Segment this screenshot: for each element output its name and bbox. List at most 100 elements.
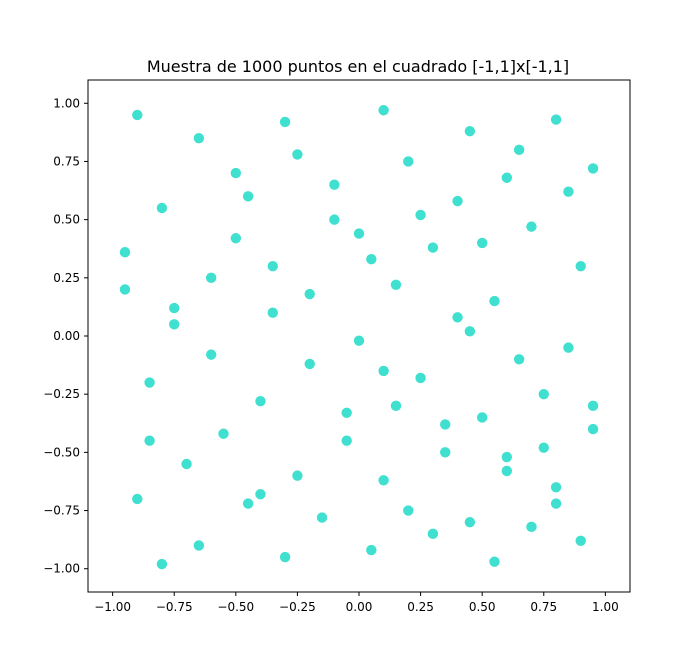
data-point: [242, 191, 254, 202]
data-point: [501, 172, 513, 183]
data-point: [587, 400, 599, 412]
data-point: [550, 482, 562, 493]
data-point: [415, 209, 426, 221]
data-point: [587, 163, 599, 174]
y-tick-label: 0.75: [53, 154, 80, 168]
data-point: [169, 302, 180, 314]
data-point: [403, 156, 414, 167]
data-point: [132, 109, 143, 121]
data-point: [329, 179, 340, 190]
data-point: [513, 144, 525, 156]
y-tick-label: −0.25: [43, 387, 80, 401]
data-point: [255, 489, 266, 500]
x-tick-label: −0.75: [156, 600, 193, 614]
data-point: [390, 279, 402, 290]
data-point: [279, 551, 291, 563]
data-point: [119, 284, 131, 295]
data-point: [464, 516, 476, 528]
data-point: [489, 295, 500, 307]
data-point: [489, 556, 500, 567]
data-point: [205, 272, 217, 284]
data-point: [587, 423, 599, 435]
data-point: [255, 395, 266, 407]
data-point: [267, 307, 278, 318]
data-point: [538, 388, 549, 400]
data-point: [390, 400, 402, 412]
data-point: [403, 505, 414, 516]
data-point: [550, 498, 562, 509]
data-point: [230, 167, 242, 179]
data-point: [169, 319, 180, 330]
data-point: [378, 365, 389, 377]
data-point: [550, 114, 562, 125]
data-point: [279, 116, 291, 128]
points-layer: [119, 105, 599, 570]
data-point: [513, 354, 525, 365]
data-point: [366, 254, 377, 265]
x-tick-label: 0.50: [469, 600, 496, 614]
y-axis: −1.00 −0.75 −0.50 −0.25 0.00 0.25 0.50 0.75 1.00: [43, 96, 88, 576]
data-point: [353, 335, 365, 346]
data-point: [378, 105, 389, 116]
y-tick-label: −0.50: [43, 445, 80, 459]
data-point: [218, 428, 229, 439]
y-tick-label: −1.00: [43, 562, 80, 576]
data-point: [415, 372, 426, 384]
data-point: [205, 349, 217, 360]
data-point: [501, 465, 513, 477]
data-point: [427, 528, 439, 540]
data-point: [156, 202, 168, 214]
data-point: [563, 186, 574, 197]
data-point: [304, 358, 315, 370]
data-point: [378, 475, 389, 486]
x-tick-label: 0.25: [407, 600, 434, 614]
x-tick-label: −1.00: [94, 600, 131, 614]
data-point: [304, 288, 315, 300]
data-point: [501, 451, 513, 463]
data-point: [341, 435, 352, 446]
data-point: [353, 228, 365, 239]
data-point: [230, 233, 242, 244]
x-tick-label: −0.25: [279, 600, 316, 614]
x-axis: −1.00 −0.75 −0.50 −0.25 0.00 0.25 0.50 0.75 1.00: [94, 592, 619, 614]
x-tick-label: 0.75: [530, 600, 557, 614]
data-point: [366, 544, 377, 556]
y-tick-label: 0.00: [53, 329, 80, 343]
data-point: [476, 237, 488, 249]
data-point: [267, 260, 278, 272]
data-point: [464, 126, 476, 137]
data-point: [119, 247, 131, 258]
data-point: [329, 214, 340, 225]
data-point: [538, 442, 549, 453]
chart-title: Muestra de 1000 puntos en el cuadrado [-…: [147, 57, 569, 76]
x-tick-label: −0.50: [217, 600, 254, 614]
data-point: [464, 326, 476, 337]
data-point: [440, 419, 451, 430]
data-point: [427, 242, 439, 253]
data-point: [292, 149, 303, 160]
data-point: [452, 312, 463, 323]
data-point: [181, 458, 192, 470]
data-point: [144, 435, 155, 446]
data-point: [292, 470, 303, 481]
x-tick-label: 1.00: [592, 600, 619, 614]
y-tick-label: 1.00: [53, 96, 80, 110]
data-point: [452, 195, 463, 207]
y-tick-label: −0.75: [43, 504, 80, 518]
data-point: [193, 132, 205, 144]
data-point: [440, 447, 451, 458]
data-point: [526, 221, 537, 232]
data-point: [575, 535, 586, 546]
data-point: [193, 540, 205, 551]
data-point: [563, 342, 574, 353]
data-point: [526, 521, 537, 533]
x-tick-label: 0.00: [346, 600, 373, 614]
data-point: [341, 407, 352, 418]
data-point: [316, 512, 328, 523]
data-point: [476, 412, 488, 423]
data-point: [156, 558, 168, 570]
data-point: [132, 493, 143, 505]
y-tick-label: 0.25: [53, 271, 80, 285]
y-tick-label: 0.50: [53, 213, 80, 227]
